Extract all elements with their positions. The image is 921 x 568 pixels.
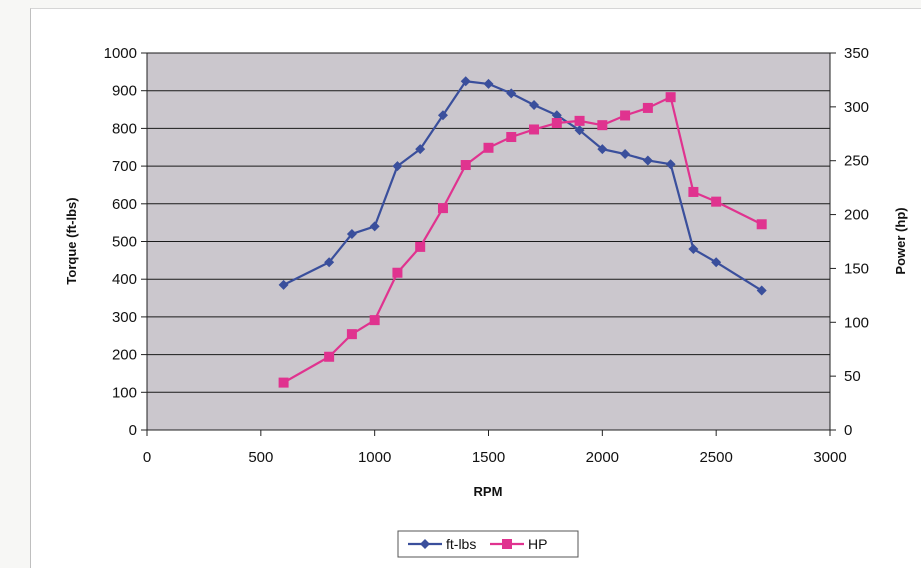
data-point — [346, 228, 357, 239]
data-point — [642, 102, 653, 113]
data-point — [642, 155, 653, 166]
data-point — [278, 279, 289, 290]
data-point — [665, 159, 676, 170]
data-point — [369, 315, 380, 326]
data-point — [483, 78, 494, 89]
data-point — [551, 118, 562, 129]
series-hp — [278, 92, 767, 388]
y-left-tick-label: 400 — [112, 271, 137, 288]
data-point — [551, 110, 562, 121]
legend-swatch-marker — [502, 539, 512, 549]
data-point — [756, 285, 767, 296]
x-tick-label: 1000 — [358, 449, 391, 466]
legend-label: HP — [528, 536, 547, 552]
x-tick-label: 2000 — [586, 449, 619, 466]
y-left-tick-label: 500 — [112, 234, 137, 251]
y-left-tick-label: 200 — [112, 347, 137, 364]
legend-items: ft-lbs HP — [408, 536, 547, 552]
y-left-tick-label: 0 — [129, 422, 137, 439]
y-left-tick-label: 800 — [112, 120, 137, 137]
y-right-tick-label: 200 — [844, 207, 869, 224]
data-point — [392, 161, 403, 172]
data-point — [665, 92, 676, 103]
x-tick-label: 3000 — [813, 449, 846, 466]
legend-label: ft-lbs — [446, 536, 476, 552]
data-point — [415, 144, 426, 155]
y-right-tick-label: 0 — [844, 422, 852, 439]
y-right-tick-label: 50 — [844, 368, 861, 385]
data-point — [597, 144, 608, 155]
data-point — [711, 257, 722, 268]
data-point — [324, 257, 335, 268]
y-left-tick-label: 1000 — [104, 45, 137, 62]
data-point — [529, 100, 540, 111]
x-axis-title: RPM — [474, 484, 503, 499]
data-point — [437, 110, 448, 121]
data-point — [483, 142, 494, 153]
data-point — [346, 329, 357, 340]
data-point — [506, 132, 517, 143]
y-right-tick-label: 300 — [844, 99, 869, 116]
y-left-tick-label: 900 — [112, 83, 137, 100]
series-ft-lbs — [278, 76, 767, 296]
x-tick-label: 0 — [143, 449, 151, 466]
x-tick-label: 1500 — [472, 449, 505, 466]
data-point — [620, 149, 631, 160]
data-point — [392, 267, 403, 278]
data-point — [324, 351, 335, 362]
data-point — [574, 115, 585, 126]
tick-labels: 0 500 1000 1500 2000 2500 30000100200300400500… — [104, 45, 869, 466]
y-left-tick-label: 700 — [112, 158, 137, 175]
y-left-tick-label: 600 — [112, 196, 137, 213]
data-point — [460, 160, 471, 171]
data-point — [460, 76, 471, 87]
y-right-tick-label: 150 — [844, 260, 869, 277]
data-point — [529, 124, 540, 135]
data-point — [620, 110, 631, 121]
data-point — [688, 186, 699, 197]
x-tick-label: 500 — [248, 449, 273, 466]
axes — [141, 52, 836, 436]
data-point — [711, 196, 722, 207]
data-point — [278, 377, 289, 388]
series-layer — [278, 76, 767, 388]
legend: ft-lbs HP — [397, 530, 579, 558]
data-point — [437, 203, 448, 214]
y-axis-left-title: Torque (ft-lbs) — [64, 197, 79, 284]
y-axis-right-title: Power (hp) — [893, 207, 908, 274]
x-tick-label: 2500 — [699, 449, 732, 466]
data-point — [506, 88, 517, 99]
y-right-tick-label: 250 — [844, 153, 869, 170]
data-point — [688, 244, 699, 255]
data-point — [574, 125, 585, 136]
y-right-tick-label: 350 — [844, 45, 869, 62]
data-point — [369, 221, 380, 232]
y-right-tick-label: 100 — [844, 314, 869, 331]
y-left-tick-label: 100 — [112, 384, 137, 401]
y-left-tick-label: 300 — [112, 309, 137, 326]
data-point — [756, 219, 767, 230]
data-point — [415, 241, 426, 252]
legend-swatch-marker — [420, 539, 430, 549]
data-point — [597, 120, 608, 131]
